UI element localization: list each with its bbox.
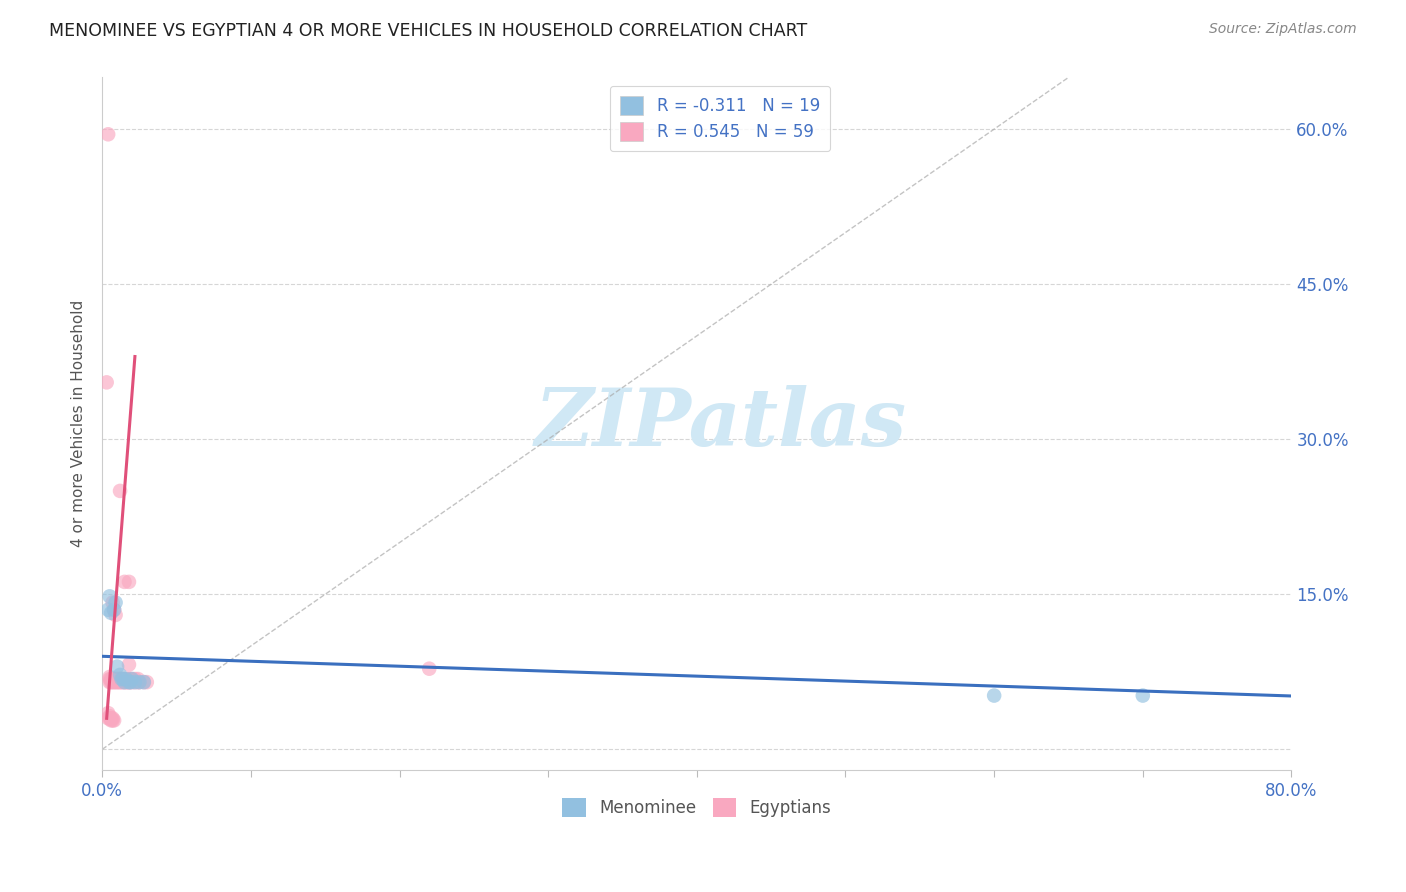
Point xyxy=(96,376,118,390)
Point xyxy=(110,672,132,686)
Point xyxy=(101,675,124,690)
Point xyxy=(118,672,141,686)
Point xyxy=(124,675,146,690)
Point xyxy=(128,675,150,690)
Point xyxy=(127,672,149,686)
Point xyxy=(107,672,129,686)
Point xyxy=(418,662,440,676)
Point xyxy=(103,672,125,686)
Point xyxy=(121,675,143,690)
Point xyxy=(108,483,131,498)
Point xyxy=(121,672,143,686)
Point xyxy=(107,675,129,690)
Point xyxy=(118,574,141,589)
Point xyxy=(118,675,141,690)
Point xyxy=(104,672,127,686)
Point xyxy=(1132,689,1154,703)
Point xyxy=(101,711,124,725)
Point xyxy=(108,675,131,690)
Point xyxy=(114,574,136,589)
Point xyxy=(105,672,128,686)
Point xyxy=(103,603,125,617)
Point xyxy=(104,607,127,622)
Point xyxy=(117,672,139,686)
Point xyxy=(100,675,122,690)
Point xyxy=(111,672,134,686)
Point xyxy=(98,675,121,690)
Point xyxy=(110,672,132,686)
Text: Source: ZipAtlas.com: Source: ZipAtlas.com xyxy=(1209,22,1357,37)
Point xyxy=(111,672,134,686)
Point xyxy=(120,672,142,686)
Point xyxy=(105,675,128,690)
Point xyxy=(103,675,125,690)
Point xyxy=(101,595,124,609)
Point xyxy=(983,689,1005,703)
Point xyxy=(104,595,127,609)
Point xyxy=(115,675,138,690)
Point xyxy=(97,711,120,725)
Point xyxy=(120,675,142,690)
Point xyxy=(100,672,122,686)
Point xyxy=(101,714,124,728)
Point xyxy=(98,670,121,684)
Point xyxy=(98,711,121,725)
Legend: Menominee, Egyptians: Menominee, Egyptians xyxy=(555,791,838,824)
Point xyxy=(97,603,120,617)
Point xyxy=(121,672,143,686)
Point xyxy=(97,128,120,142)
Text: ZIPatlas: ZIPatlas xyxy=(534,385,907,462)
Point xyxy=(114,672,136,686)
Point xyxy=(114,675,136,690)
Point xyxy=(132,675,155,690)
Point xyxy=(105,659,128,673)
Point xyxy=(124,675,146,690)
Point xyxy=(100,714,122,728)
Point xyxy=(115,672,138,686)
Point xyxy=(100,606,122,620)
Point xyxy=(97,706,120,720)
Point xyxy=(118,675,141,690)
Point xyxy=(103,603,125,617)
Point xyxy=(118,657,141,672)
Point xyxy=(120,675,142,690)
Point xyxy=(98,590,121,604)
Point xyxy=(104,675,127,690)
Point xyxy=(108,668,131,682)
Point xyxy=(117,675,139,690)
Point xyxy=(108,672,131,686)
Point xyxy=(127,675,149,690)
Point xyxy=(98,709,121,723)
Point xyxy=(110,675,132,690)
Point xyxy=(128,675,150,690)
Point xyxy=(135,675,157,690)
Point xyxy=(115,672,138,686)
Point xyxy=(98,672,121,686)
Point xyxy=(124,672,146,686)
Point xyxy=(132,675,155,690)
Point xyxy=(103,714,125,728)
Text: MENOMINEE VS EGYPTIAN 4 OR MORE VEHICLES IN HOUSEHOLD CORRELATION CHART: MENOMINEE VS EGYPTIAN 4 OR MORE VEHICLES… xyxy=(49,22,807,40)
Point xyxy=(111,675,134,690)
Point xyxy=(101,672,124,686)
Y-axis label: 4 or more Vehicles in Household: 4 or more Vehicles in Household xyxy=(72,300,86,548)
Point xyxy=(114,675,136,690)
Point xyxy=(100,711,122,725)
